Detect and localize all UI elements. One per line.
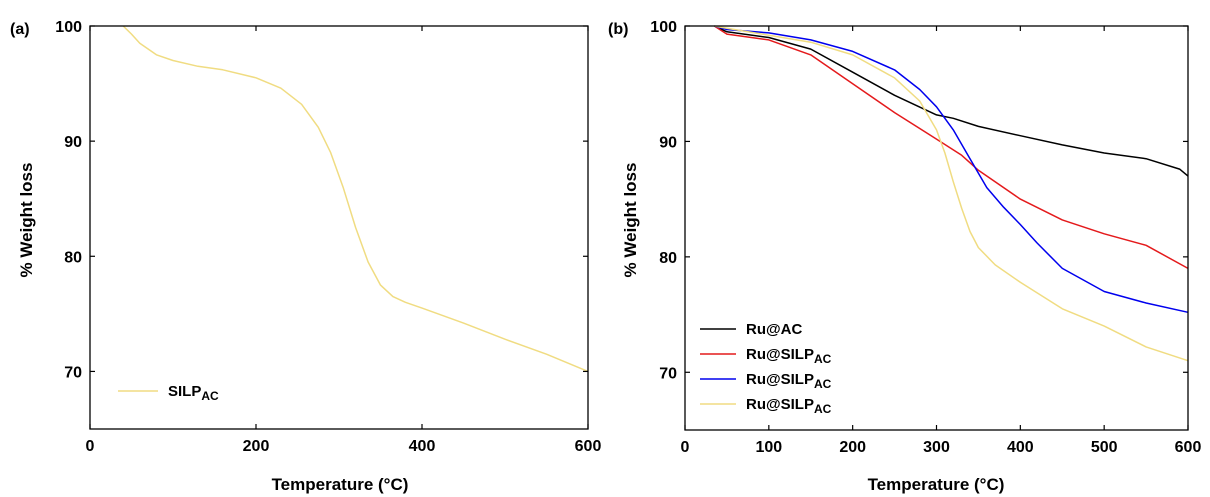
- x-axis-title: Temperature (°C): [272, 475, 409, 494]
- legend-label-1: Ru@SILPAC: [746, 346, 832, 366]
- y-tick-label: 70: [64, 364, 82, 381]
- series-line-1: [714, 26, 1188, 268]
- y-tick-label: 100: [650, 19, 677, 36]
- x-tick-label: 600: [575, 438, 602, 455]
- y-tick-label: 100: [55, 19, 82, 36]
- x-tick-label: 100: [755, 439, 782, 456]
- x-tick-label: 600: [1175, 439, 1202, 456]
- x-tick-label: 400: [1007, 439, 1034, 456]
- y-tick-label: 90: [64, 134, 82, 151]
- series-line-2: [714, 26, 1188, 312]
- y-axis-title: % Weight loss: [17, 163, 36, 278]
- y-tick-label: 70: [659, 365, 677, 382]
- chart-panel-b: 0 100 200 300 400 500 600 70 80 90 100 (b) % Weight …: [608, 19, 1201, 494]
- legend-label-2: Ru@SILPAC: [746, 371, 832, 391]
- series-line-0: [123, 26, 588, 371]
- series-line-3: [714, 26, 1188, 361]
- y-tick-label: 90: [659, 134, 677, 151]
- chart-panel-a: 0 200 400 600 70 80 90 100 (a) % Weight loss Tempe…: [10, 19, 601, 494]
- legend-label-0: Ru@AC: [746, 321, 802, 338]
- x-tick-label: 200: [243, 438, 270, 455]
- x-tick-label: 500: [1091, 439, 1118, 456]
- x-tick-label: 400: [409, 438, 436, 455]
- y-tick-label: 80: [64, 249, 82, 266]
- y-tick-label: 80: [659, 250, 677, 267]
- panel-label: (b): [608, 21, 628, 38]
- y-axis-title: % Weight loss: [621, 163, 640, 278]
- series-line-0: [714, 26, 1188, 176]
- x-tick-label: 200: [839, 439, 866, 456]
- panel-label: (a): [10, 21, 30, 38]
- plot-frame: [90, 26, 588, 429]
- plot-frame: [685, 26, 1188, 430]
- x-tick-label: 300: [923, 439, 950, 456]
- x-tick-label: 0: [86, 438, 95, 455]
- x-axis-title: Temperature (°C): [868, 475, 1005, 494]
- legend-label-0: SILPAC: [168, 383, 219, 403]
- x-tick-label: 0: [681, 439, 690, 456]
- legend-label-3: Ru@SILPAC: [746, 396, 832, 416]
